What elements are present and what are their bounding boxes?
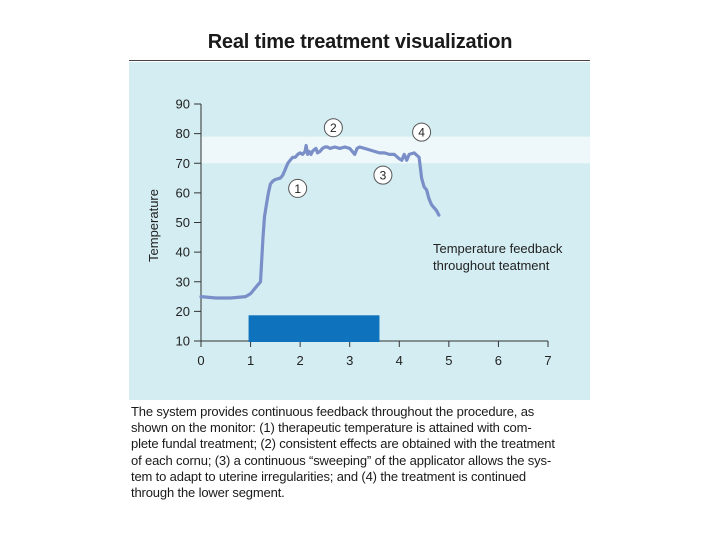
annotation-markers: 1 2 3 4 xyxy=(288,118,432,198)
y-tick-label: 40 xyxy=(176,245,190,260)
treatment-bar xyxy=(248,315,380,342)
y-tick-label: 80 xyxy=(176,126,190,141)
caption-line: through the lower segment. xyxy=(131,485,285,501)
annotation-circle xyxy=(412,122,432,142)
y-tick-label: 30 xyxy=(176,274,190,289)
x-tick-label: 2 xyxy=(297,353,304,368)
series-label-line-1: Temperature feedback xyxy=(433,241,563,256)
annotation-circle xyxy=(288,178,308,198)
x-tick-label: 4 xyxy=(396,353,403,368)
x-tick-label: 1 xyxy=(247,353,254,368)
annotation-label: 2 xyxy=(330,121,337,135)
caption-line: shown on the monitor: (1) therapeutic te… xyxy=(131,420,532,436)
caption-line: The system provides continuous feedback … xyxy=(131,404,535,419)
y-ticks: 10 20 30 40 50 60 70 80 90 xyxy=(176,97,201,349)
series-label-line-2: throughout teatment xyxy=(433,258,550,273)
y-tick-label: 20 xyxy=(176,304,190,319)
caption-line: tem to adapt to uterine irregularities; … xyxy=(131,468,527,484)
annotation-label: 4 xyxy=(418,126,425,140)
y-tick-label: 50 xyxy=(176,215,190,230)
x-tick-label: 7 xyxy=(544,353,551,368)
y-tick-label: 60 xyxy=(176,185,190,200)
y-tick-label: 10 xyxy=(176,334,190,349)
caption-line: of each cornu; (3) a continuous “sweepin… xyxy=(131,452,551,468)
title-rule xyxy=(129,60,590,61)
chart-title: Real time treatment visualization xyxy=(207,31,513,53)
x-tick-label: 3 xyxy=(346,353,353,368)
chart-panel xyxy=(129,62,590,400)
y-tick-label: 90 xyxy=(176,97,190,112)
x-tick-label: 5 xyxy=(445,353,452,368)
x-tick-label: 0 xyxy=(197,353,204,368)
y-axis-label: Temperature xyxy=(146,189,161,262)
x-ticks: 0 1 2 3 4 5 6 7 xyxy=(197,341,552,368)
target-temperature-band xyxy=(201,136,590,164)
temperature-series-line xyxy=(199,143,441,300)
figure-caption: The system provides continuous feedback … xyxy=(131,404,593,501)
caption-line: plete fundal treatment; (2) consistent e… xyxy=(131,436,555,452)
annotation-circle xyxy=(373,165,393,185)
annotation-label: 1 xyxy=(294,182,301,196)
y-tick-label: 70 xyxy=(176,156,190,171)
x-tick-label: 6 xyxy=(495,353,502,368)
annotation-label: 3 xyxy=(380,169,387,183)
annotation-circle xyxy=(323,118,343,138)
